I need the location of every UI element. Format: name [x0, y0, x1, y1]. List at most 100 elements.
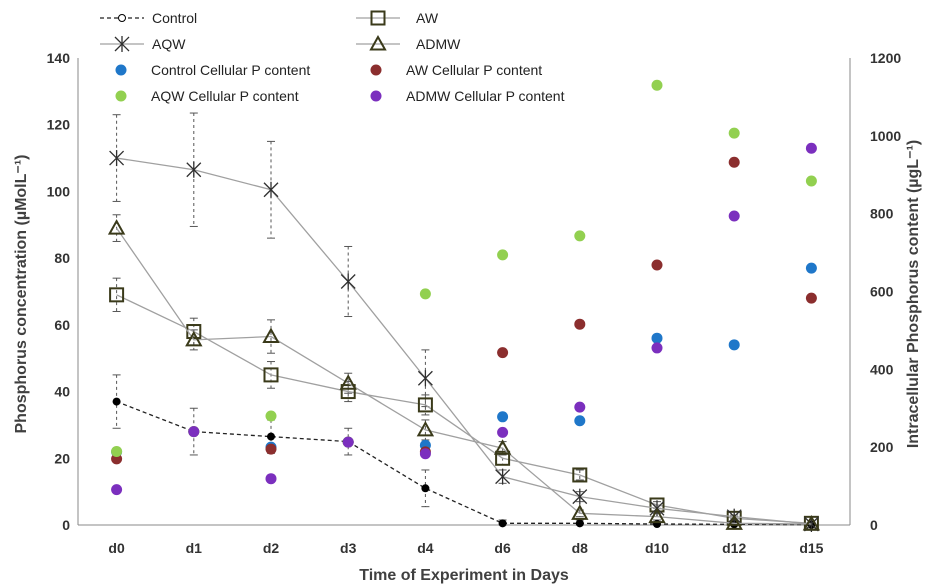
- y-tick-right-label: 800: [870, 206, 894, 222]
- y-tick-left-label: 80: [54, 250, 70, 266]
- y-tick-left-label: 20: [54, 450, 70, 466]
- y-tick-right-label: 0: [870, 517, 878, 533]
- x-tick-label: d1: [186, 540, 203, 556]
- point-aqw: [495, 468, 511, 485]
- scatter-point-aqw-cellular-p-content: [574, 230, 586, 242]
- point-aw: [109, 287, 125, 303]
- legend-label-control: Control: [152, 10, 197, 26]
- point-admw: [416, 420, 435, 437]
- y-tick-left-label: 120: [47, 117, 71, 133]
- x-tick-label: d8: [572, 540, 589, 556]
- y-tick-right-label: 400: [870, 361, 894, 377]
- y-axis-right-label: Intracellular Phosphorus content (µgL⁻¹): [905, 140, 922, 448]
- y-tick-right-label: 1000: [870, 128, 901, 144]
- legend-marker-aw: [370, 10, 386, 26]
- scatter-point-aqw-cellular-p-content: [805, 175, 817, 187]
- x-tick-label: d3: [340, 540, 357, 556]
- scatter-point-admw-cellular-p-content: [265, 473, 277, 485]
- x-tick-label: d2: [263, 540, 280, 556]
- legend-marker-control: [118, 14, 126, 22]
- scatter-point-aw-cellular-p-content: [651, 259, 663, 271]
- legend-marker-admw: [369, 34, 387, 51]
- x-axis-label: Time of Experiment in Days: [359, 567, 569, 584]
- point-aw: [263, 367, 279, 383]
- x-tick-label: d15: [799, 540, 823, 556]
- legend-marker-admw-cellular-p-content: [370, 90, 382, 102]
- legend-label-aqw-cellular-p-content: AQW Cellular P content: [151, 88, 299, 104]
- point-aw: [417, 397, 433, 413]
- point-aqw: [340, 273, 356, 290]
- scatter-point-aw-cellular-p-content: [497, 347, 509, 359]
- legend-label-control-cellular-p-content: Control Cellular P content: [151, 62, 310, 78]
- scatter-point-admw-cellular-p-content: [805, 142, 817, 154]
- x-tick-label: d6: [494, 540, 511, 556]
- y-tick-left-label: 140: [47, 50, 71, 66]
- scatter-point-aqw-cellular-p-content: [419, 288, 431, 300]
- point-control: [575, 519, 584, 528]
- point-aw: [572, 467, 588, 483]
- scatter-point-aqw-cellular-p-content: [651, 79, 663, 91]
- scatter-point-admw-cellular-p-content: [651, 342, 663, 354]
- x-tick-label: d10: [645, 540, 669, 556]
- scatter-point-admw-cellular-p-content: [111, 484, 123, 496]
- point-aqw: [186, 161, 202, 178]
- point-admw: [648, 507, 666, 524]
- y-tick-left-label: 100: [47, 183, 71, 199]
- point-aqw: [109, 150, 125, 167]
- y-tick-left-label: 60: [54, 317, 70, 333]
- x-tick-label: d0: [108, 540, 125, 556]
- legend-label-aqw: AQW: [152, 36, 186, 52]
- point-control: [421, 484, 430, 493]
- point-aqw: [572, 488, 588, 505]
- point-admw: [802, 514, 821, 531]
- legend-marker-control-cellular-p-content: [115, 64, 127, 76]
- scatter-point-admw-cellular-p-content: [574, 401, 586, 413]
- legend-label-aw-cellular-p-content: AW Cellular P content: [406, 62, 542, 78]
- scatter-point-admw-cellular-p-content: [497, 426, 509, 438]
- x-tick-label: d12: [722, 540, 746, 556]
- legend-label-admw-cellular-p-content: ADMW Cellular P content: [406, 88, 565, 104]
- point-admw: [339, 374, 357, 390]
- point-control: [498, 519, 507, 528]
- point-control: [112, 397, 121, 406]
- series-line-aw: [116, 294, 812, 524]
- scatter-point-admw-cellular-p-content: [342, 436, 354, 448]
- series-lines: [107, 150, 821, 532]
- scatter-point-aw-cellular-p-content: [805, 292, 817, 304]
- legend: Control AW AQW ADMW Control Cellular P conte…: [100, 10, 565, 104]
- scatter-point-aqw-cellular-p-content: [728, 127, 740, 139]
- legend-marker-aw-cellular-p-content: [370, 64, 382, 76]
- point-admw: [185, 330, 203, 347]
- error-bars: [112, 112, 816, 526]
- point-aqw: [263, 181, 279, 198]
- series-line-aqw: [116, 157, 812, 525]
- scatter-point-aw-cellular-p-content: [728, 156, 740, 168]
- legend-marker-aqw-cellular-p-content: [115, 90, 127, 102]
- scatter-point-control-cellular-p-content: [497, 411, 509, 423]
- legend-marker-aqw: [114, 36, 130, 52]
- point-admw: [725, 514, 743, 530]
- series-line-admw: [116, 227, 812, 525]
- point-admw: [107, 219, 126, 235]
- series-line-control: [116, 400, 812, 526]
- scatter-point-control-cellular-p-content: [728, 339, 740, 351]
- scatter-point-control-cellular-p-content: [651, 332, 663, 344]
- x-tick-label: d4: [417, 540, 434, 556]
- legend-label-aw: AW: [416, 10, 439, 26]
- point-aqw: [417, 370, 433, 387]
- y-tick-right-label: 600: [870, 284, 894, 300]
- y-tick-left-label: 0: [62, 517, 70, 533]
- scatter-point-aqw-cellular-p-content: [265, 410, 277, 422]
- scatter-point-aw-cellular-p-content: [574, 318, 586, 330]
- point-admw: [262, 327, 280, 344]
- point-aw: [495, 450, 511, 466]
- scatter-point-admw-cellular-p-content: [728, 210, 740, 222]
- axes: 0 20 40 60 80 100 120 140 0 200 400 600 800 1000 1200 d…: [47, 50, 902, 556]
- scatter-point-aqw-cellular-p-content: [497, 249, 509, 261]
- scatter-point-control-cellular-p-content: [574, 415, 586, 427]
- point-admw: [571, 504, 589, 520]
- y-axis-left-label: Phosphorus concentration (µMolL⁻¹): [13, 155, 30, 434]
- point-admw: [493, 439, 512, 455]
- y-tick-right-label: 1200: [870, 50, 901, 66]
- scatter-point-aw-cellular-p-content: [265, 443, 277, 455]
